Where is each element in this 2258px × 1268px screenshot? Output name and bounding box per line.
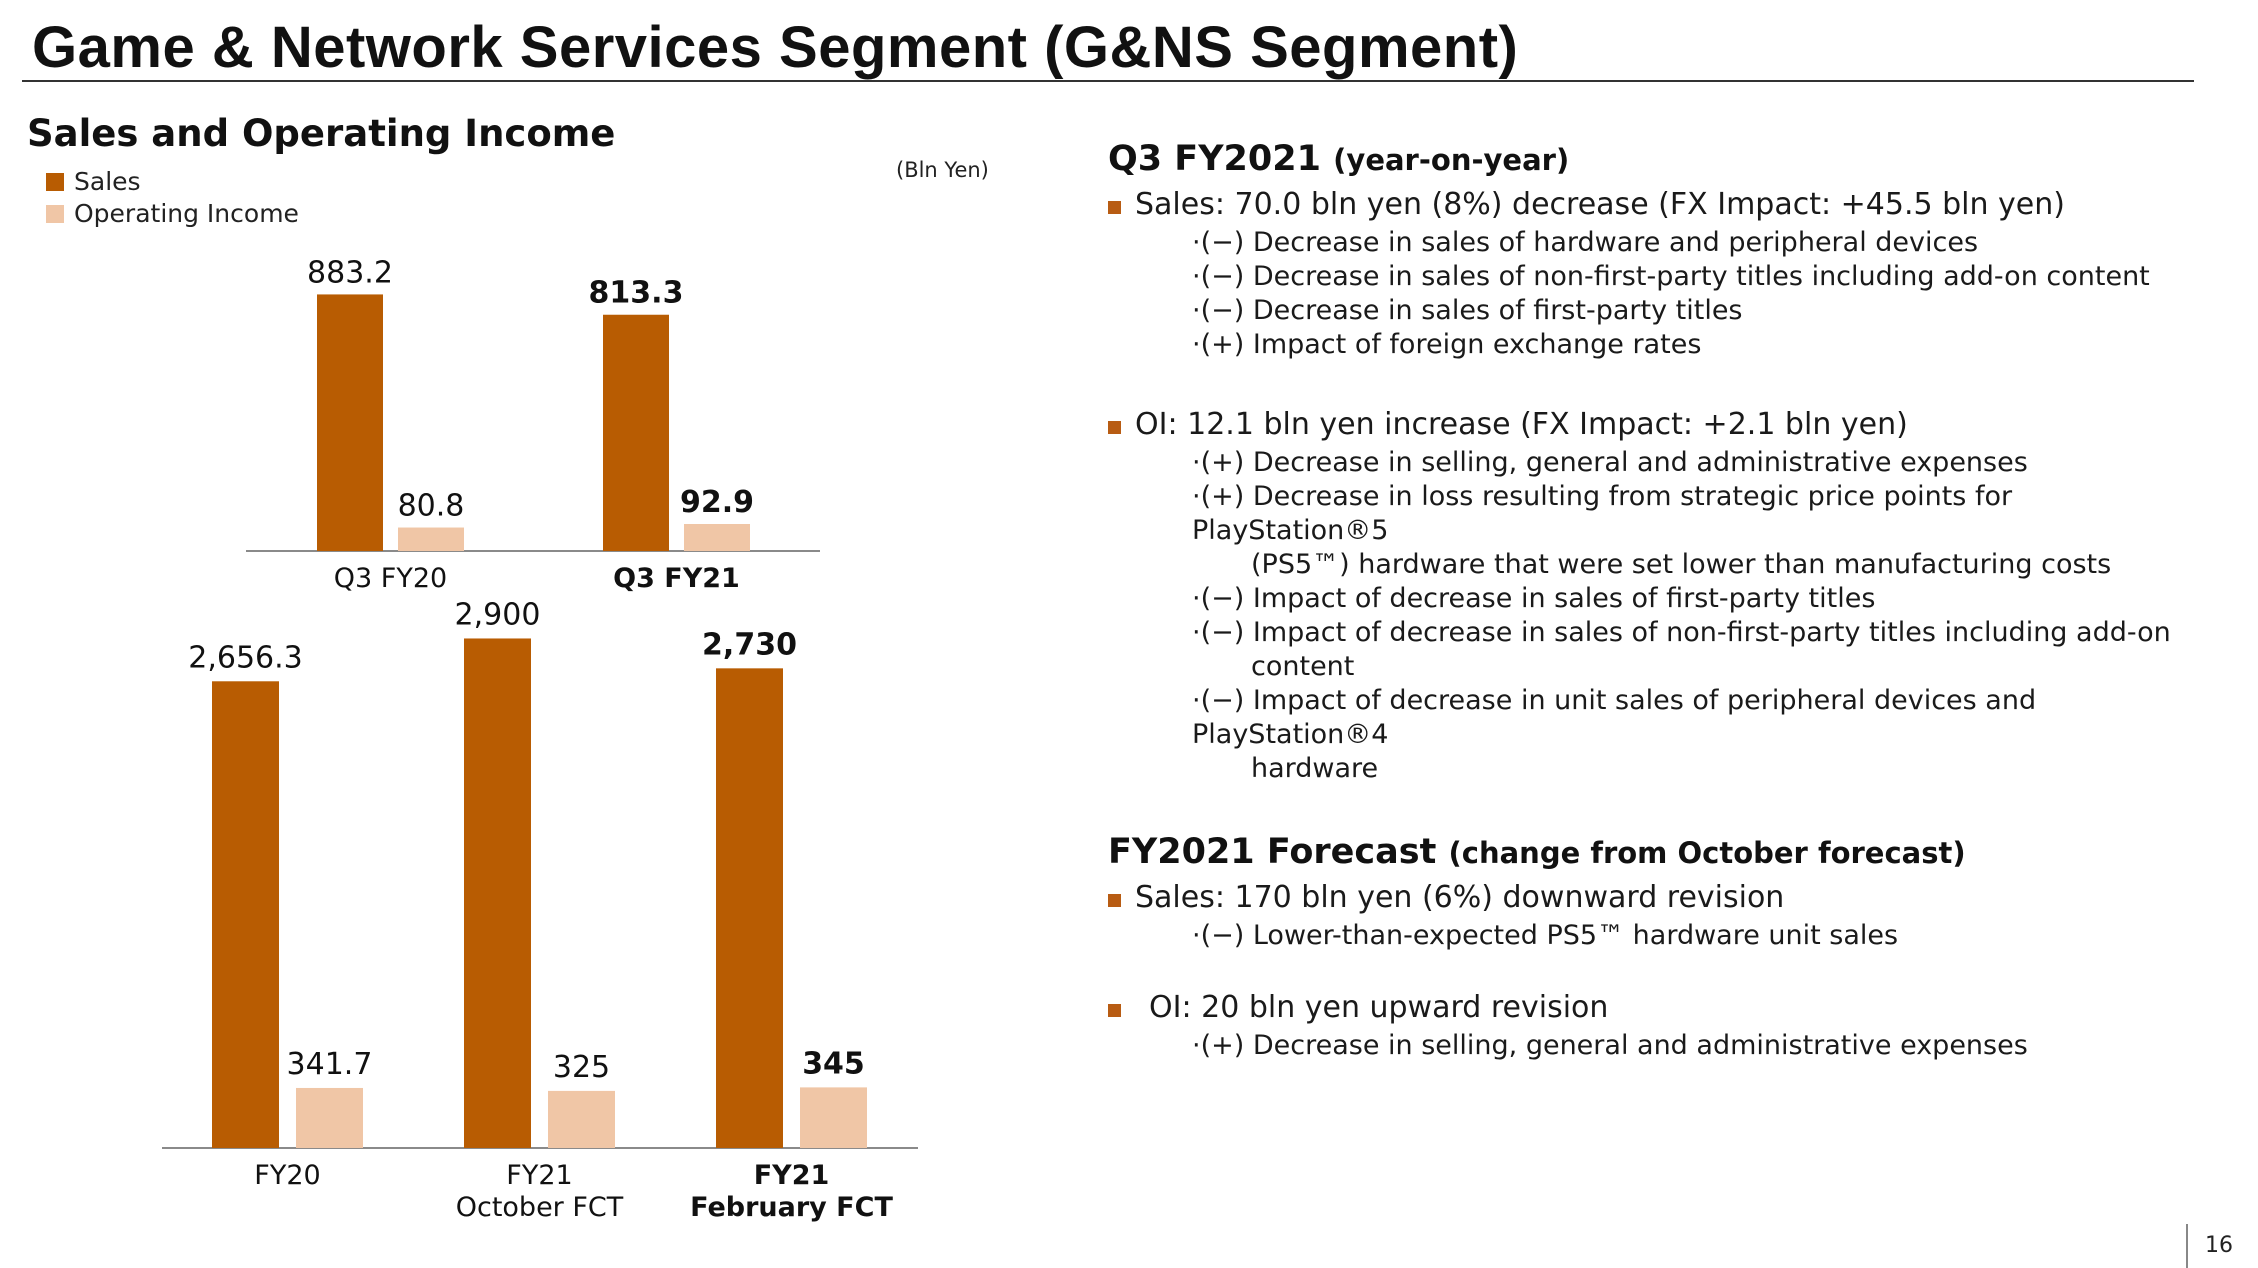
list-item: ·(−) Impact of decrease in sales of firs… <box>1192 583 1876 614</box>
list-item-continuation: (PS5™) hardware that were set lower than… <box>1251 549 2112 580</box>
q3-sales-bullet: Sales: 70.0 bln yen (8%) decrease (FX Im… <box>1108 184 2218 226</box>
bullet-square-icon <box>1108 894 1121 907</box>
fy-heading: FY2021 Forecast (change from October for… <box>1108 828 2218 877</box>
q3-tick-label: Q3 FY20 <box>334 563 447 594</box>
q3-heading-paren: (year-on-year) <box>1333 143 1570 177</box>
fy-sales-bullet: Sales: 170 bln yen (6%) downward revisio… <box>1108 877 2218 919</box>
fy-oi-details: ·(+) Decrease in selling, general and ad… <box>1108 1029 2218 1063</box>
fy-heading-paren: (change from October forecast) <box>1448 836 1966 870</box>
q3-sales-details: ·(−) Decrease in sales of hardware and p… <box>1108 226 2218 362</box>
list-item-continuation: hardware <box>1251 753 1379 784</box>
page-number-divider <box>2186 1224 2188 1268</box>
q3-data-label: 883.2 <box>307 255 393 290</box>
legend-swatch-sales <box>46 173 64 191</box>
title-underline <box>22 80 2194 82</box>
q3-oi-text: OI: 12.1 bln yen increase (FX Impact: +2… <box>1135 407 1908 442</box>
fy-data-label: 341.7 <box>287 1047 373 1082</box>
fy-data-label: 2,656.3 <box>188 640 303 675</box>
fy-bar-oi <box>548 1090 615 1148</box>
fy-oi-bullet: OI: 20 bln yen upward revision <box>1108 987 2218 1029</box>
chart-section-title: Sales and Operating Income <box>27 112 616 155</box>
legend-item-sales: Sales <box>46 166 299 198</box>
list-item: ·(+) Decrease in selling, general and ad… <box>1192 1030 2028 1061</box>
q3-oi-details: ·(+) Decrease in selling, general and ad… <box>1108 446 2218 786</box>
fy-bar-sales <box>212 681 279 1148</box>
q3-data-label: 80.8 <box>398 489 465 524</box>
page-number: 16 <box>2205 1233 2233 1258</box>
fy-data-label: 345 <box>802 1046 865 1081</box>
bullet-square-icon <box>1108 1004 1121 1017</box>
page-title: Game & Network Services Segment (G&NS Se… <box>32 15 1519 80</box>
fy-sales-details: ·(−) Lower-than-expected PS5™ hardware u… <box>1108 919 2218 953</box>
list-item: ·(−) Decrease in sales of hardware and p… <box>1192 227 1979 258</box>
q3-bar-sales <box>317 294 383 551</box>
fy-tick-label: FY21 <box>506 1160 572 1191</box>
list-item: ·(+) Impact of foreign exchange rates <box>1192 329 1702 360</box>
q3-tick-label: Q3 FY21 <box>613 563 740 594</box>
fy-data-label: 325 <box>553 1050 610 1085</box>
fy-heading-main: FY2021 Forecast <box>1108 832 1437 872</box>
q3-oi-bullet: OI: 12.1 bln yen increase (FX Impact: +2… <box>1108 404 2218 446</box>
list-item: ·(−) Decrease in sales of non-first-part… <box>1192 261 2150 292</box>
bullet-square-icon <box>1108 201 1121 214</box>
q3-data-label: 92.9 <box>680 485 754 520</box>
q3-bar-oi <box>684 524 750 551</box>
q3-sales-text: Sales: 70.0 bln yen (8%) decrease (FX Im… <box>1135 187 2065 222</box>
q3-bar-oi <box>398 527 464 551</box>
list-item: ·(−) Lower-than-expected PS5™ hardware u… <box>1192 920 1899 951</box>
list-item: ·(−) Impact of decrease in sales of non-… <box>1192 617 2171 648</box>
legend-swatch-operating-income <box>46 205 64 223</box>
fy-sales-text: Sales: 170 bln yen (6%) downward revisio… <box>1135 880 1785 915</box>
fy-data-label: 2,730 <box>702 627 797 662</box>
bullet-square-icon <box>1108 421 1121 434</box>
fy-tick-label: FY20 <box>254 1160 320 1191</box>
fy-tick-label: February FCT <box>690 1192 893 1223</box>
q3-bar-sales <box>603 314 669 551</box>
list-item: ·(+) Decrease in selling, general and ad… <box>1192 447 2028 478</box>
legend-label-sales: Sales <box>74 167 141 196</box>
fy-bar-oi <box>800 1087 867 1148</box>
commentary-panel: Q3 FY2021 (year-on-year) Sales: 70.0 bln… <box>1108 135 2218 1063</box>
list-item: ·(−) Impact of decrease in unit sales of… <box>1192 685 2037 750</box>
list-item: ·(−) Decrease in sales of first-party ti… <box>1192 295 1743 326</box>
q3-heading: Q3 FY2021 (year-on-year) <box>1108 135 2218 184</box>
q3-bar-chart: 883.2 80.8 Q3 FY20 813.3 92.9 Q3 FY21 <box>246 255 820 594</box>
legend-item-operating-income: Operating Income <box>46 198 299 230</box>
fy-oi-text: OI: 20 bln yen upward revision <box>1149 990 1609 1025</box>
unit-label: (Bln Yen) <box>896 158 989 182</box>
fy-bar-oi <box>296 1087 363 1148</box>
q3-heading-main: Q3 FY2021 <box>1108 139 1321 179</box>
fy-tick-label: FY21 <box>754 1160 830 1191</box>
list-item: ·(+) Decrease in loss resulting from str… <box>1192 481 2013 546</box>
chart-legend: Sales Operating Income <box>46 166 299 230</box>
q3-data-label: 813.3 <box>589 276 684 311</box>
fy-data-label: 2,900 <box>455 597 541 632</box>
list-item-continuation: content <box>1251 651 1355 682</box>
legend-label-operating-income: Operating Income <box>74 199 299 228</box>
fy-bar-sales <box>716 668 783 1148</box>
fy-tick-label: October FCT <box>456 1192 624 1223</box>
fy-bar-sales <box>464 638 531 1148</box>
